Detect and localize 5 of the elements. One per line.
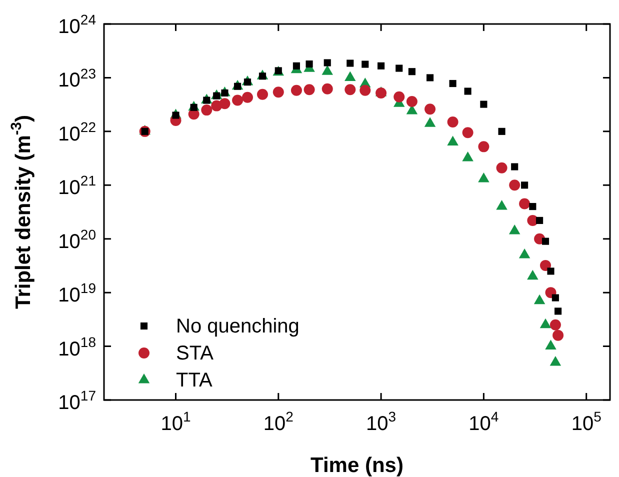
x-axis-title: Time (ns) — [310, 454, 404, 477]
legend-label: STA — [176, 342, 214, 365]
legend-label: TTA — [176, 370, 213, 392]
legend-label: No quenching — [176, 316, 300, 338]
y-axis-title: Triplet density (m-3) — [9, 115, 35, 309]
